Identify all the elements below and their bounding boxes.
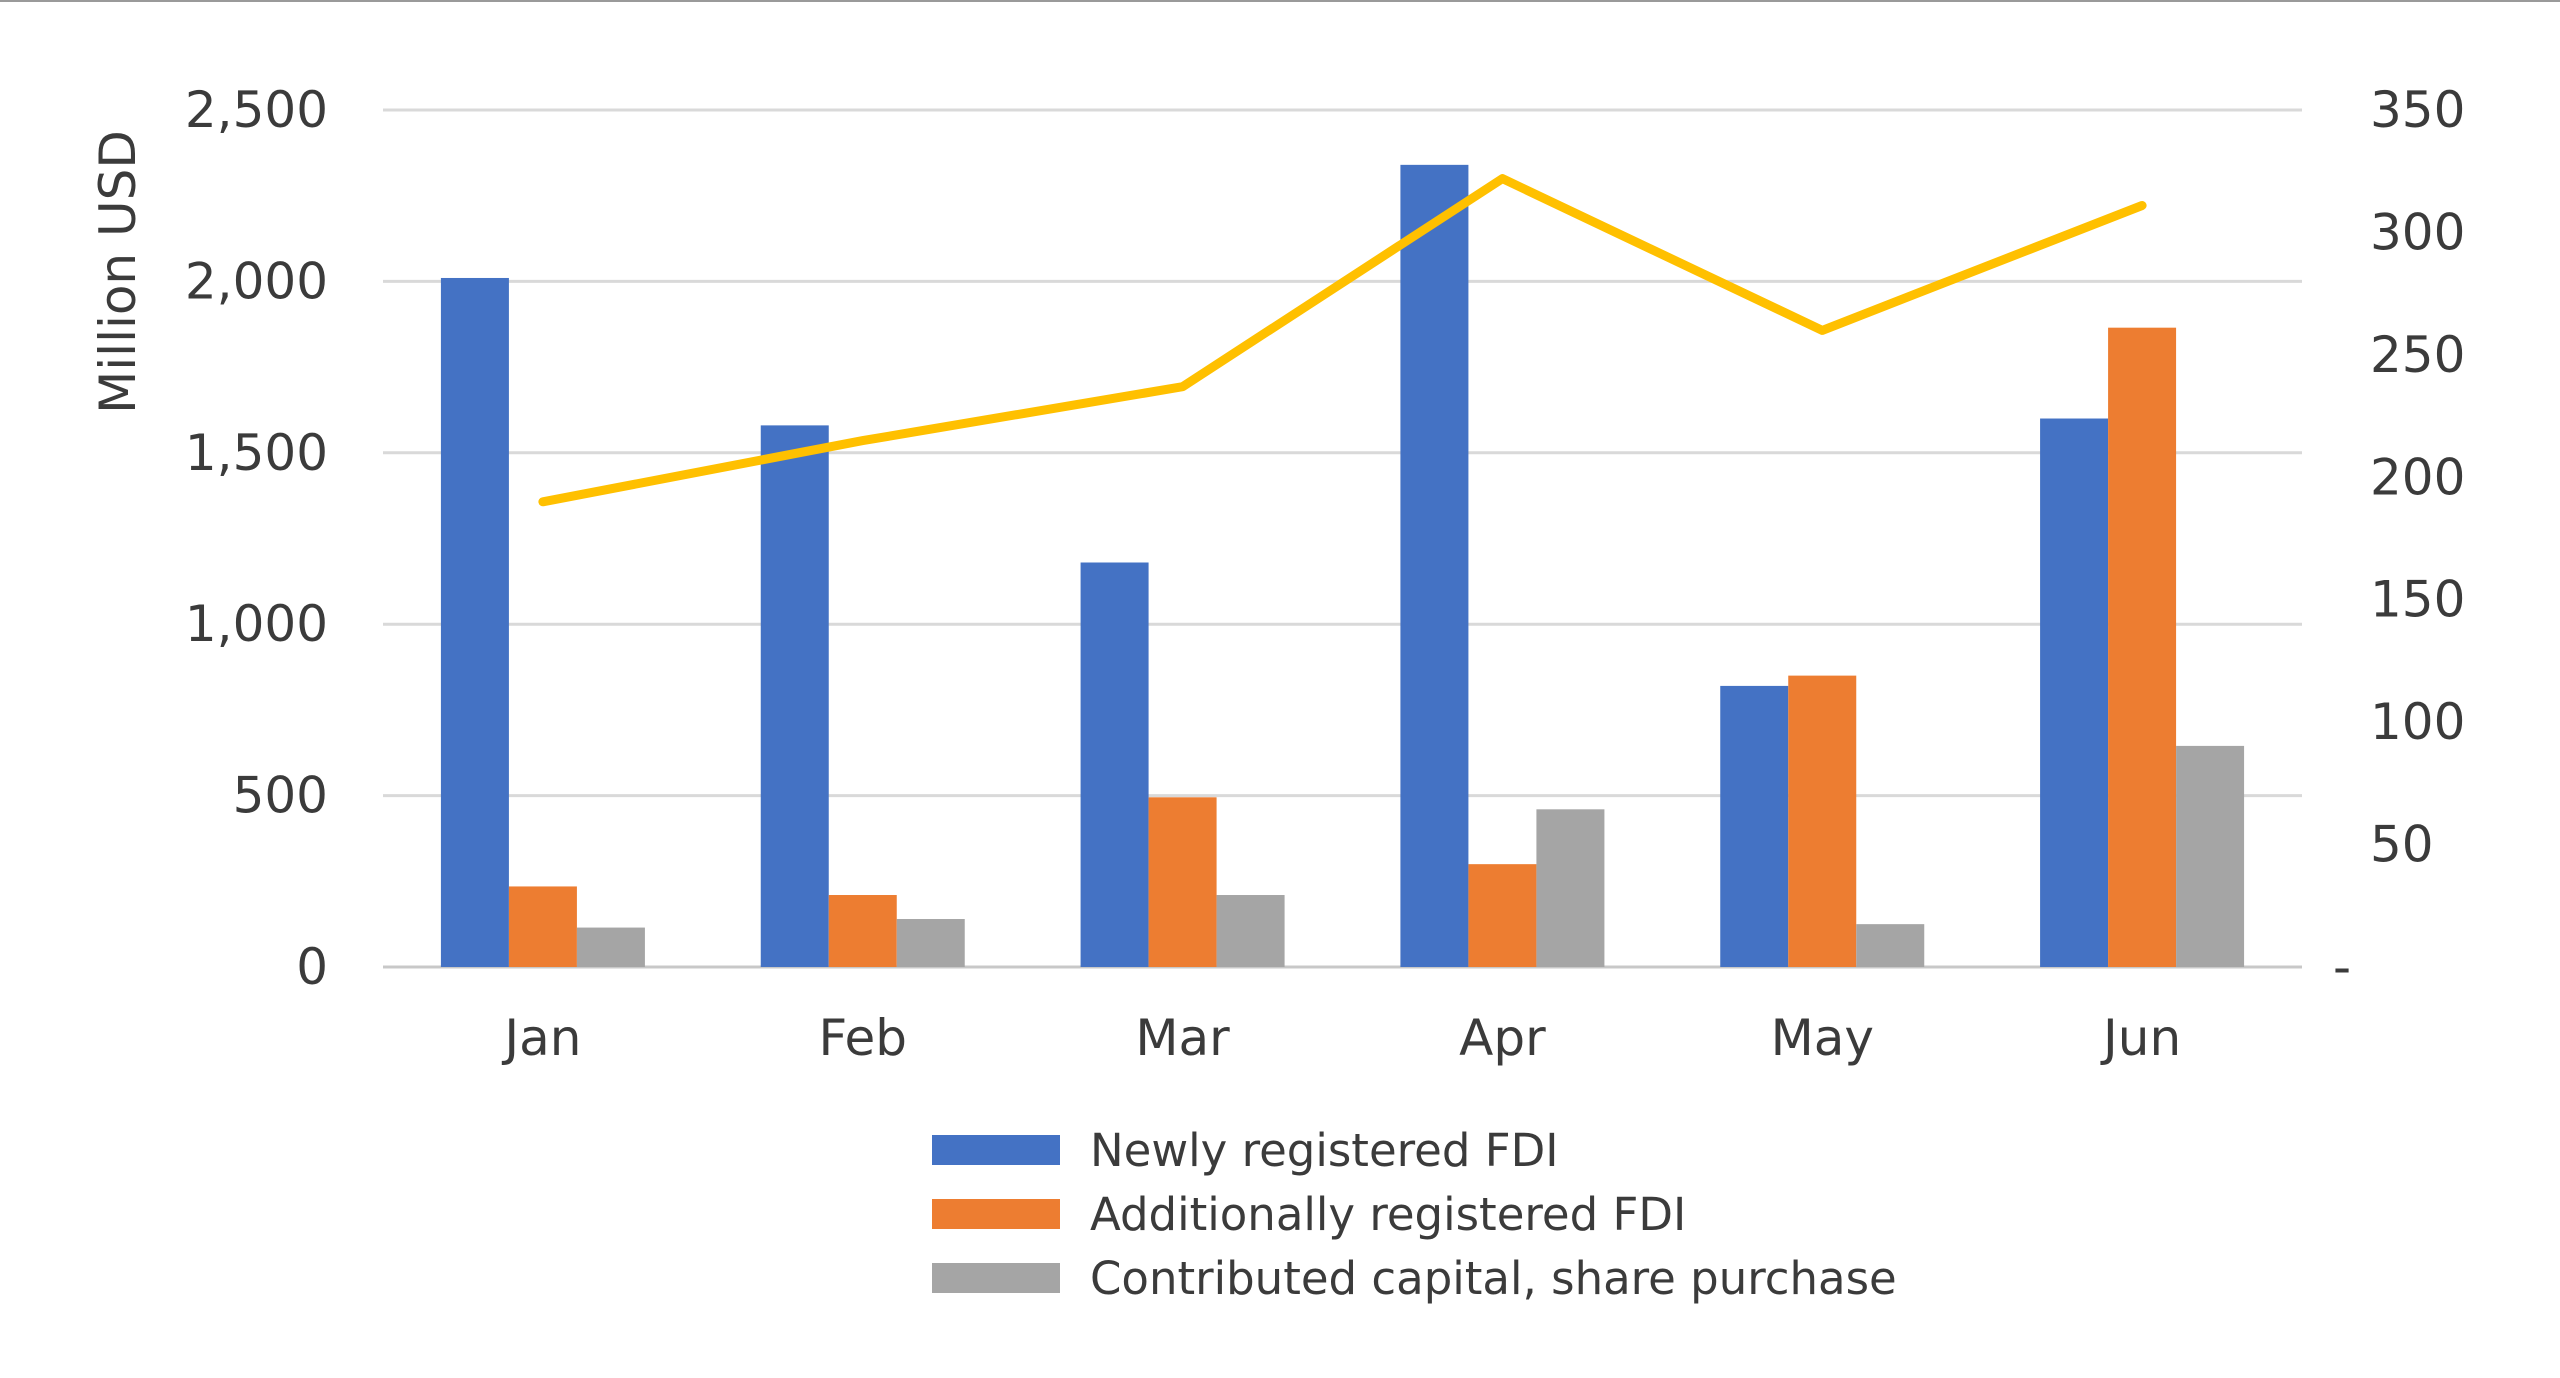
bar-newly-registered-fdi-apr — [1400, 164, 1469, 967]
bar-newly-registered-fdi-jun — [2040, 418, 2109, 967]
y-axis-title: Million USD — [89, 130, 147, 414]
legend-swatch — [932, 1135, 1060, 1165]
line-series — [538, 174, 2147, 507]
legend-label: Contributed capital, share purchase — [1090, 1251, 1897, 1305]
y-tick-label: 0 — [296, 938, 328, 996]
bar-contributed-capital-share-purchase-apr — [1536, 809, 1605, 967]
y-tick-label: 1,500 — [185, 424, 328, 482]
x-tick-label: Jun — [2100, 1009, 2181, 1067]
legend-item: Additionally registered FDI — [932, 1182, 1897, 1246]
y2-tick-label: 350 — [2370, 81, 2465, 139]
legend-swatch — [932, 1199, 1060, 1229]
bar-newly-registered-fdi-jan — [440, 277, 509, 967]
legend-item: Contributed capital, share purchase — [932, 1246, 1897, 1310]
y-tick-label: 500 — [233, 767, 328, 825]
bar-contributed-capital-share-purchase-jan — [576, 927, 645, 967]
legend-label: Additionally registered FDI — [1090, 1187, 1687, 1241]
top-rule — [0, 0, 2560, 2]
x-tick-label: May — [1771, 1009, 1874, 1067]
y2-tick-label: 50 — [2370, 816, 2434, 874]
x-tick-label: Mar — [1135, 1009, 1230, 1067]
bar-newly-registered-fdi-mar — [1080, 562, 1149, 967]
bar-newly-registered-fdi-feb — [760, 425, 829, 968]
bar-additionally-registered-fdi-jun — [2108, 327, 2177, 968]
legend-swatch — [932, 1263, 1060, 1293]
y2-tick-label: 100 — [2370, 693, 2465, 751]
y2-tick-label: - — [2333, 938, 2351, 996]
y-tick-label: 2,000 — [185, 252, 328, 310]
bar-newly-registered-fdi-may — [1720, 685, 1789, 967]
bar-additionally-registered-fdi-feb — [828, 895, 897, 967]
bar-additionally-registered-fdi-may — [1788, 675, 1857, 967]
bar-additionally-registered-fdi-mar — [1148, 797, 1217, 967]
legend-label: Newly registered FDI — [1090, 1123, 1559, 1177]
bar-additionally-registered-fdi-apr — [1468, 864, 1537, 967]
y2-tick-label: 200 — [2370, 448, 2465, 506]
bar-additionally-registered-fdi-jan — [508, 886, 577, 967]
y2-tick-label: 250 — [2370, 326, 2465, 384]
legend-item: Newly registered FDI — [932, 1118, 1897, 1182]
y2-tick-label: 300 — [2370, 203, 2465, 261]
x-tick-label: Feb — [818, 1009, 907, 1067]
y2-tick-label: 150 — [2370, 571, 2465, 629]
bar-contributed-capital-share-purchase-jun — [2176, 745, 2245, 967]
legend: Newly registered FDI Additionally registe… — [932, 1118, 1897, 1310]
bar-contributed-capital-share-purchase-mar — [1216, 895, 1285, 967]
x-tick-label: Jan — [501, 1009, 581, 1067]
y-tick-label: 1,000 — [185, 595, 328, 653]
y-tick-label: 2,500 — [185, 81, 328, 139]
bar-contributed-capital-share-purchase-feb — [896, 919, 965, 967]
x-tick-label: Apr — [1459, 1009, 1546, 1067]
bar-contributed-capital-share-purchase-may — [1856, 924, 1925, 967]
